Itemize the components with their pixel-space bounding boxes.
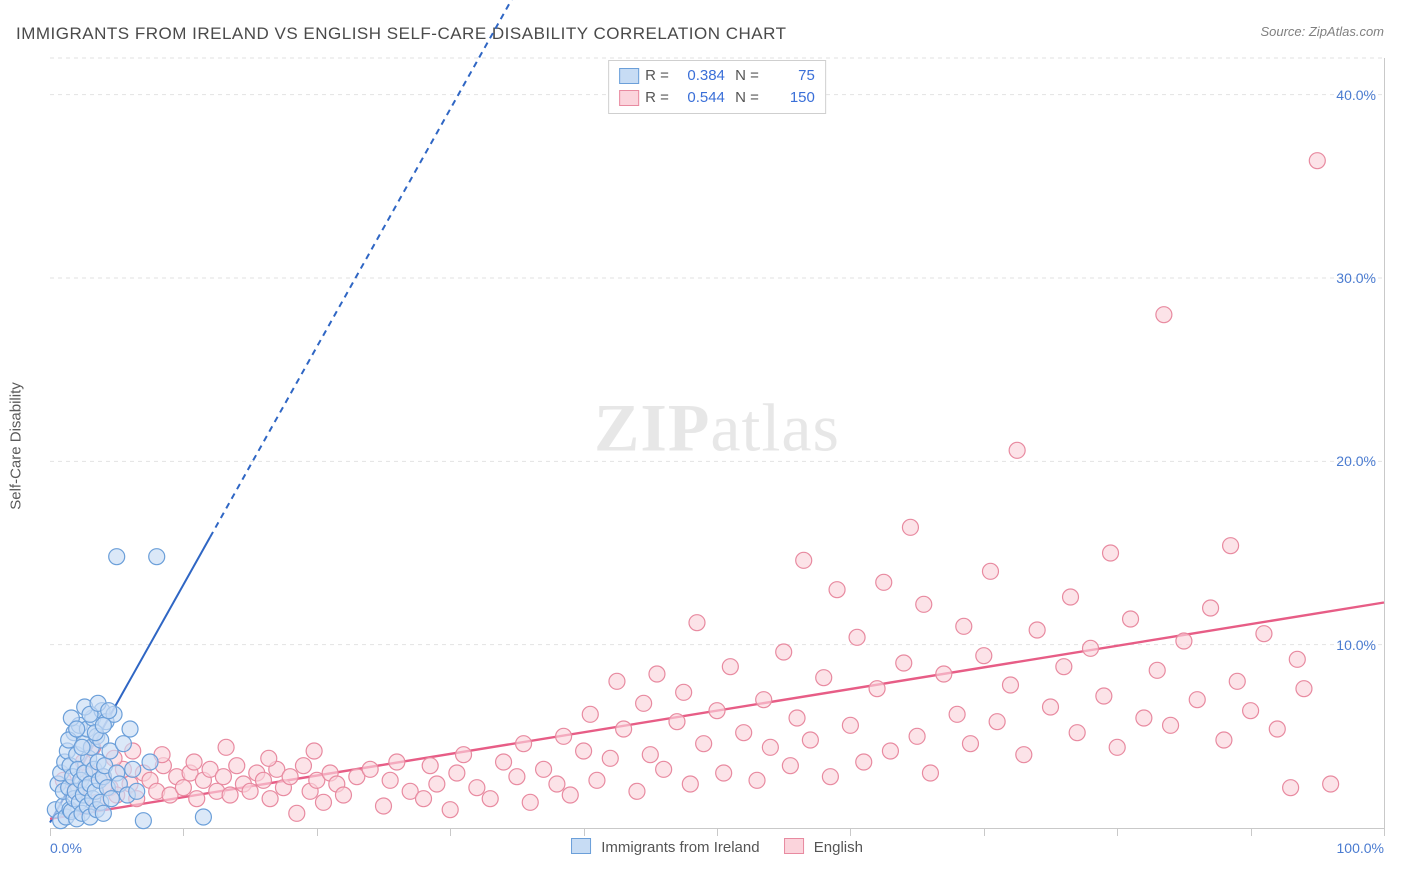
series-legend: Immigrants from Ireland English — [571, 838, 863, 856]
x-tick — [850, 828, 851, 836]
source-attribution: Source: ZipAtlas.com — [1260, 24, 1384, 39]
y-tick-label: 20.0% — [1336, 453, 1376, 469]
y-axis-label: Self-Care Disability — [8, 382, 25, 510]
legend-item-english: English — [784, 838, 863, 856]
x-tick — [1384, 828, 1385, 836]
legend-item-ireland: Immigrants from Ireland — [571, 838, 760, 856]
legend-n-value-english: 150 — [765, 87, 815, 109]
x-tick-label: 100.0% — [1337, 840, 1384, 856]
chart-svg — [50, 58, 1384, 828]
legend-swatch-english — [784, 838, 804, 854]
legend-label-ireland: Immigrants from Ireland — [601, 839, 759, 856]
legend-n-value-ireland: 75 — [765, 65, 815, 87]
legend-r-label: R = — [645, 87, 669, 109]
x-tick — [50, 828, 51, 836]
legend-n-label: N = — [731, 65, 759, 87]
x-tick — [1251, 828, 1252, 836]
chart-title: IMMIGRANTS FROM IRELAND VS ENGLISH SELF-… — [16, 24, 786, 44]
y-tick-label: 10.0% — [1336, 637, 1376, 653]
x-tick-label: 0.0% — [50, 840, 82, 856]
y-tick-label: 40.0% — [1336, 87, 1376, 103]
y-tick-label: 30.0% — [1336, 270, 1376, 286]
legend-swatch-ireland — [571, 838, 591, 854]
x-tick — [984, 828, 985, 836]
x-tick — [1117, 828, 1118, 836]
x-tick — [317, 828, 318, 836]
plot-area: ZIPatlas 10.0%20.0%30.0%40.0% 0.0%100.0%… — [50, 58, 1385, 829]
legend-r-value-english: 0.544 — [675, 87, 725, 109]
correlation-legend: R = 0.384 N = 75 R = 0.544 N = 150 — [608, 60, 826, 114]
x-tick — [450, 828, 451, 836]
legend-r-label: R = — [645, 65, 669, 87]
x-tick — [183, 828, 184, 836]
legend-label-english: English — [814, 839, 863, 856]
x-tick — [584, 828, 585, 836]
x-tick — [717, 828, 718, 836]
legend-r-value-ireland: 0.384 — [675, 65, 725, 87]
legend-row-english: R = 0.544 N = 150 — [619, 87, 815, 109]
legend-n-label: N = — [731, 87, 759, 109]
legend-swatch-english — [619, 90, 639, 106]
legend-row-ireland: R = 0.384 N = 75 — [619, 65, 815, 87]
legend-swatch-ireland — [619, 68, 639, 84]
